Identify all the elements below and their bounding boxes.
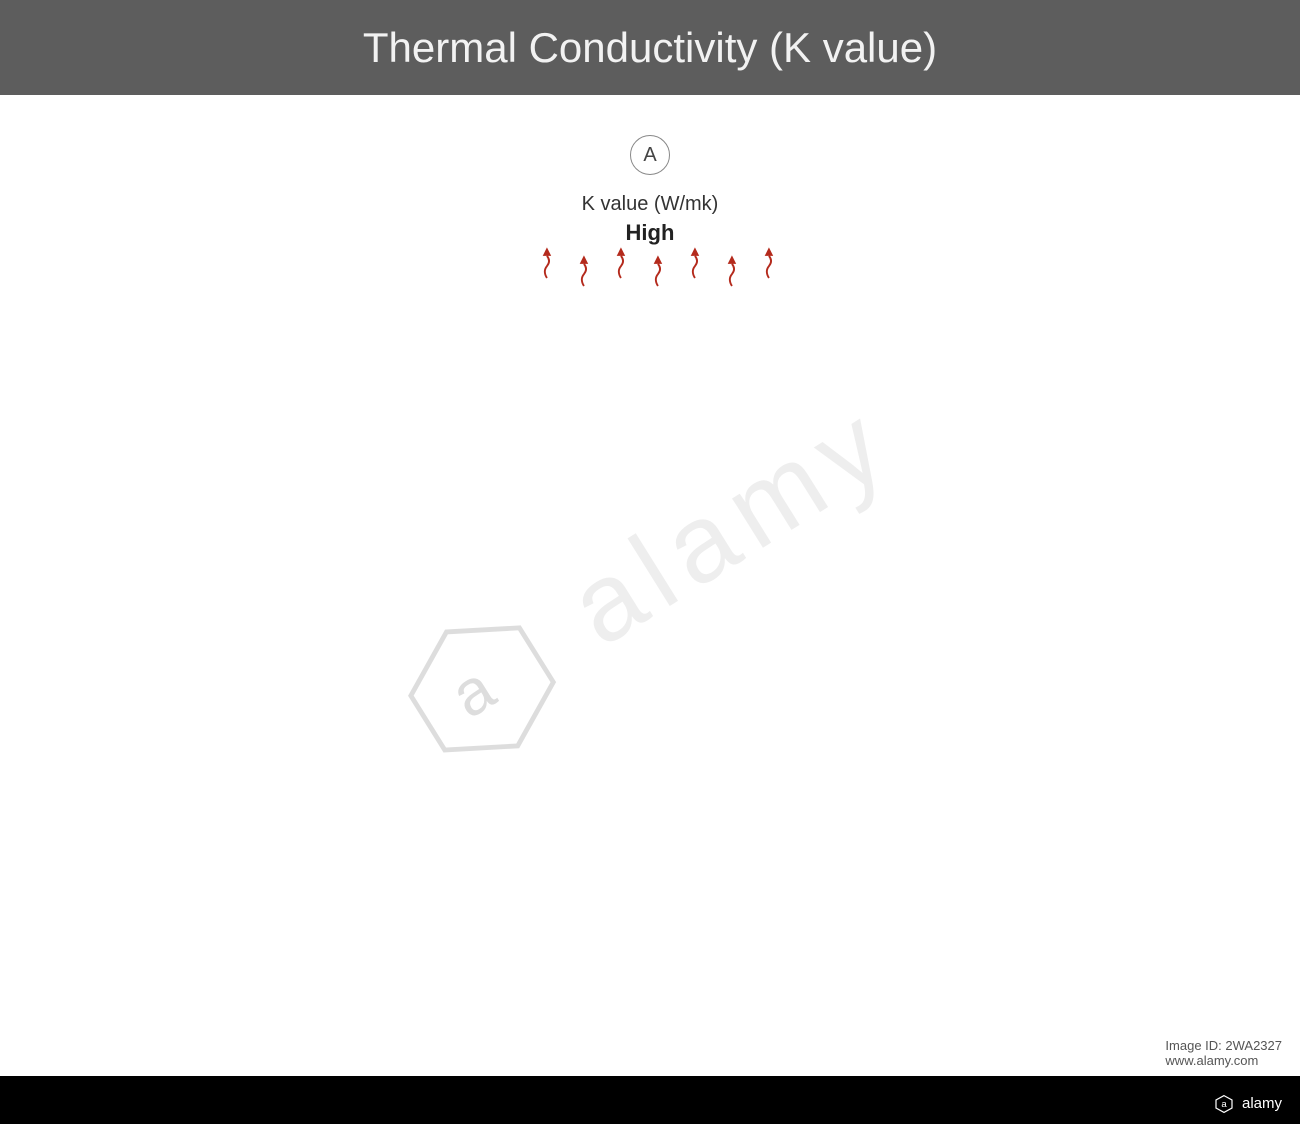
- panel-a: A K value (W/mk) High: [470, 135, 830, 934]
- page-title: Thermal Conductivity (K value): [363, 24, 937, 72]
- footer-id: Image ID: 2WA2327 www.alamy.com: [1165, 1038, 1282, 1068]
- svg-text:a: a: [1221, 1099, 1227, 1110]
- diagram-stack: [490, 274, 810, 934]
- image-url: www.alamy.com: [1165, 1053, 1282, 1068]
- footer-credit-text: alamy: [1242, 1095, 1282, 1112]
- k-value-label: K value (W/mk): [582, 193, 719, 216]
- k-level-label: High: [626, 220, 675, 246]
- footer-bar: a alamy: [0, 1076, 1300, 1124]
- footer-credit: a alamy: [1214, 1094, 1282, 1114]
- panel-badge: A: [630, 135, 670, 175]
- panels-container: A K value (W/mk) High: [0, 95, 1300, 934]
- title-bar: Thermal Conductivity (K value): [0, 0, 1300, 95]
- heat-arrows-top: [528, 244, 788, 294]
- image-id: Image ID: 2WA2327: [1165, 1038, 1282, 1053]
